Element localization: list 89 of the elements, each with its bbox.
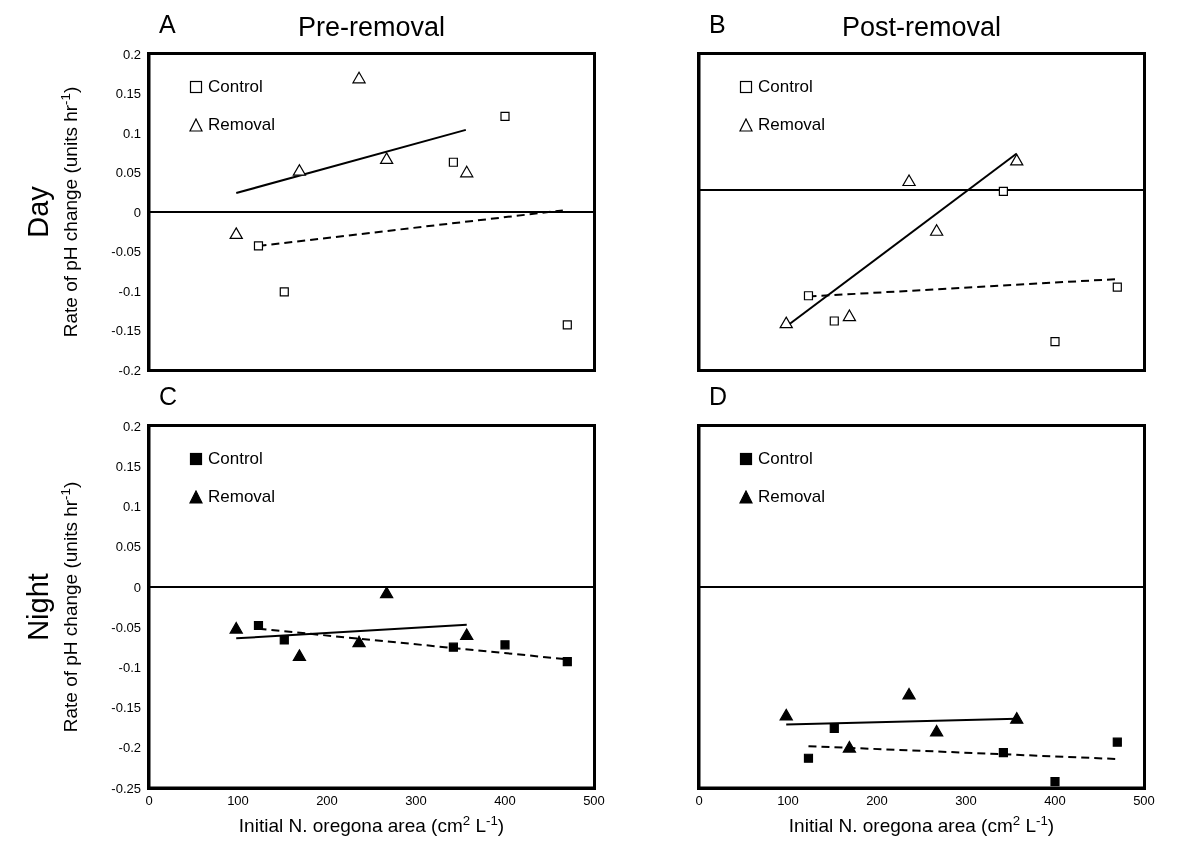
text: D	[709, 382, 728, 411]
point	[998, 748, 1008, 758]
point	[253, 620, 264, 631]
legend-label: Removal	[208, 115, 276, 135]
legend-label: Removal	[208, 487, 276, 507]
y-tick-label: -0.05	[111, 244, 141, 260]
y-tick-label: 0.1	[122, 499, 141, 515]
x-tick-label: 400	[494, 793, 516, 809]
text: C	[159, 382, 178, 411]
point	[279, 287, 289, 297]
x-tick-label: 100	[777, 793, 799, 809]
text: Day	[22, 185, 54, 238]
text: A	[159, 10, 176, 39]
x-tick-label: 400	[1044, 793, 1066, 809]
point	[279, 635, 289, 645]
point	[803, 291, 814, 301]
point	[842, 309, 857, 322]
y-tick-label: 0.2	[122, 418, 141, 434]
x-tick-label: 300	[955, 793, 977, 809]
legend-label: Removal	[758, 115, 826, 135]
y-tick-label: -0.2	[118, 362, 141, 378]
y-tick-label: -0.1	[118, 283, 141, 299]
point	[500, 640, 510, 650]
point	[779, 316, 793, 329]
point	[460, 165, 474, 178]
point	[253, 241, 264, 251]
point	[1010, 153, 1024, 166]
legend-label: Control	[208, 77, 263, 97]
y-tick-label: -0.1	[118, 659, 141, 675]
text: Night	[22, 573, 54, 641]
point	[929, 224, 944, 236]
point	[842, 740, 857, 753]
x-tick-label: 200	[866, 793, 888, 809]
legend-label: Control	[758, 449, 813, 469]
point	[998, 186, 1008, 197]
legend-label: Control	[208, 449, 263, 469]
x-tick-label: 100	[227, 793, 249, 809]
point	[352, 71, 366, 84]
x-tick-label: 0	[145, 793, 153, 809]
point	[1112, 282, 1122, 292]
y-tick-label: 0.15	[115, 86, 141, 102]
point	[500, 111, 510, 122]
y-tick-label: 0	[133, 579, 141, 595]
point	[229, 227, 243, 240]
y-tick-label: 0.1	[122, 125, 141, 141]
point	[902, 687, 916, 700]
point	[229, 621, 243, 634]
point	[779, 708, 793, 721]
x-tick-label: 300	[405, 793, 427, 809]
x-tick-label: 200	[316, 793, 338, 809]
point	[829, 316, 839, 326]
point	[1010, 712, 1024, 724]
point	[292, 164, 307, 176]
point	[829, 723, 839, 734]
point	[562, 657, 572, 667]
point	[1112, 737, 1122, 747]
y-tick-label: -0.25	[111, 780, 141, 796]
y-tick-label: -0.15	[111, 323, 141, 339]
y-tick-label: 0.15	[115, 458, 141, 474]
point	[1050, 776, 1060, 787]
x-axis-title: Initial N. oregona area (cm$^{2}$ L$^{-1}$)	[238, 812, 505, 836]
chart-title: Post-removal	[841, 12, 1002, 42]
point	[292, 649, 307, 661]
point	[448, 157, 458, 167]
y-tick-label: 0.05	[115, 165, 141, 181]
y-tick-label: -0.05	[111, 619, 141, 635]
point	[562, 320, 572, 330]
point	[352, 635, 366, 648]
point	[379, 586, 394, 599]
x-axis-title: Initial N. oregona area (cm$^{2}$ L$^{-1}$)	[788, 812, 1055, 836]
y-tick-label: 0	[133, 204, 141, 220]
x-tick-label: 500	[1133, 793, 1155, 809]
point	[929, 724, 944, 737]
y-tick-label: 0.05	[115, 539, 141, 555]
legend-label: Control	[758, 77, 813, 97]
x-tick-label: 500	[583, 793, 605, 809]
point	[448, 642, 458, 652]
point	[460, 628, 474, 641]
point	[803, 753, 814, 763]
point	[902, 174, 916, 187]
point	[379, 152, 394, 164]
text: B	[709, 10, 726, 39]
point	[1050, 336, 1060, 347]
y-tick-label: 0.2	[122, 46, 141, 62]
x-tick-label: 0	[695, 793, 703, 809]
chart-title: Pre-removal	[297, 12, 446, 42]
y-tick-label: -0.2	[118, 740, 141, 756]
legend-label: Removal	[758, 487, 826, 507]
y-tick-label: -0.15	[111, 700, 141, 716]
